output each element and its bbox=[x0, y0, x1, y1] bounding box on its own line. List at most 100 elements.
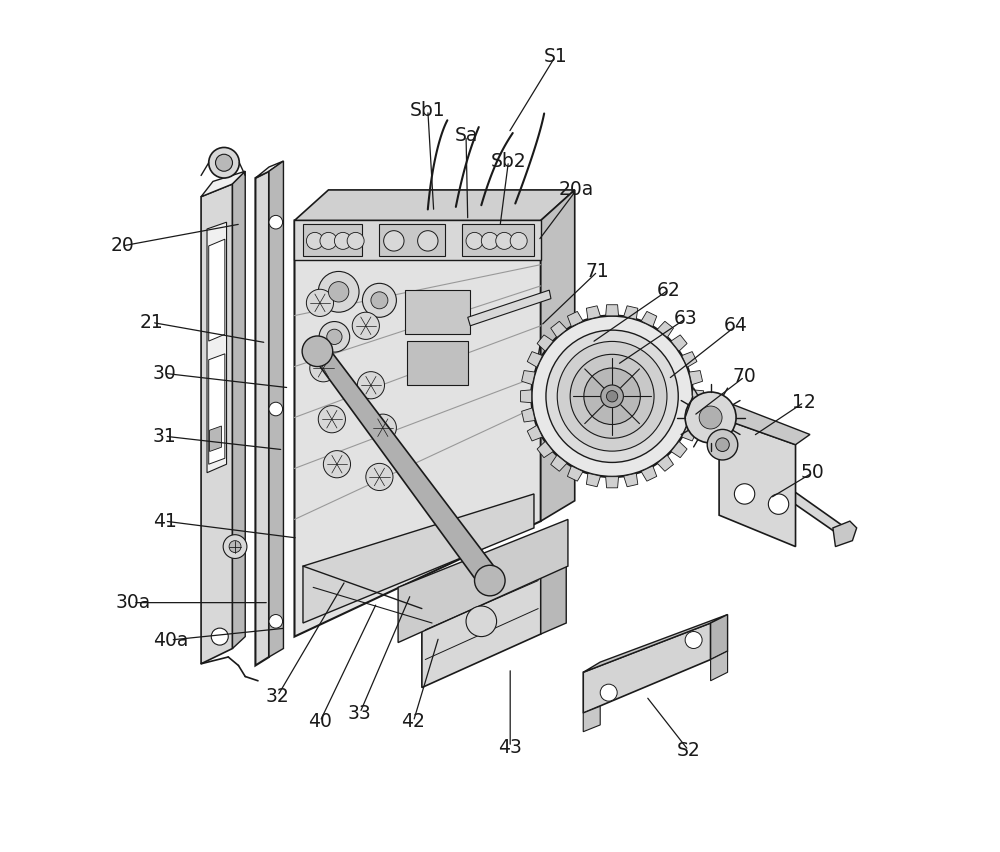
Polygon shape bbox=[606, 477, 619, 488]
Polygon shape bbox=[531, 371, 541, 396]
Polygon shape bbox=[303, 224, 362, 256]
Polygon shape bbox=[201, 171, 245, 197]
Circle shape bbox=[481, 233, 498, 250]
Text: 21: 21 bbox=[140, 313, 164, 332]
Circle shape bbox=[546, 330, 678, 463]
Polygon shape bbox=[693, 390, 704, 403]
Polygon shape bbox=[567, 466, 583, 481]
Polygon shape bbox=[689, 408, 703, 422]
Circle shape bbox=[510, 233, 527, 250]
Circle shape bbox=[302, 336, 333, 366]
Text: 32: 32 bbox=[266, 687, 289, 705]
Polygon shape bbox=[405, 291, 470, 334]
Circle shape bbox=[418, 231, 438, 251]
Circle shape bbox=[323, 451, 351, 478]
Polygon shape bbox=[255, 171, 269, 665]
Circle shape bbox=[211, 628, 228, 645]
Circle shape bbox=[685, 392, 736, 443]
Polygon shape bbox=[641, 312, 657, 326]
Circle shape bbox=[269, 614, 283, 628]
Polygon shape bbox=[462, 224, 534, 256]
Polygon shape bbox=[422, 561, 541, 688]
Polygon shape bbox=[201, 184, 232, 664]
Text: 70: 70 bbox=[733, 367, 756, 386]
Polygon shape bbox=[583, 614, 728, 672]
Text: 71: 71 bbox=[586, 262, 610, 281]
Polygon shape bbox=[719, 417, 796, 547]
Circle shape bbox=[328, 282, 349, 302]
Polygon shape bbox=[711, 651, 728, 681]
Polygon shape bbox=[537, 441, 553, 458]
Text: 64: 64 bbox=[724, 316, 748, 336]
Polygon shape bbox=[689, 371, 703, 384]
Polygon shape bbox=[209, 239, 225, 341]
Circle shape bbox=[366, 463, 393, 491]
Polygon shape bbox=[606, 305, 619, 316]
Circle shape bbox=[601, 385, 623, 407]
Circle shape bbox=[319, 321, 350, 352]
Text: 40a: 40a bbox=[153, 630, 188, 649]
Text: Sa: Sa bbox=[454, 126, 478, 145]
Circle shape bbox=[229, 541, 241, 553]
Polygon shape bbox=[527, 425, 542, 441]
Polygon shape bbox=[541, 190, 575, 521]
Text: 41: 41 bbox=[153, 511, 176, 531]
Polygon shape bbox=[294, 221, 541, 636]
Text: 62: 62 bbox=[656, 280, 680, 300]
Circle shape bbox=[318, 406, 345, 433]
Circle shape bbox=[269, 402, 283, 416]
Polygon shape bbox=[641, 466, 657, 481]
Circle shape bbox=[223, 535, 247, 558]
Circle shape bbox=[685, 631, 702, 648]
Polygon shape bbox=[711, 614, 728, 659]
Polygon shape bbox=[567, 312, 583, 326]
Polygon shape bbox=[306, 348, 498, 587]
Text: Sb1: Sb1 bbox=[410, 101, 446, 119]
Polygon shape bbox=[583, 706, 600, 732]
Circle shape bbox=[466, 233, 483, 250]
Polygon shape bbox=[468, 291, 551, 325]
Polygon shape bbox=[717, 440, 848, 538]
Polygon shape bbox=[422, 550, 566, 608]
Text: 42: 42 bbox=[401, 712, 425, 731]
Polygon shape bbox=[551, 321, 567, 337]
Circle shape bbox=[768, 494, 789, 515]
Circle shape bbox=[369, 414, 396, 441]
Polygon shape bbox=[833, 521, 857, 547]
Text: 30: 30 bbox=[153, 364, 176, 383]
Circle shape bbox=[269, 216, 283, 229]
Polygon shape bbox=[255, 161, 283, 178]
Polygon shape bbox=[522, 371, 535, 384]
Text: S2: S2 bbox=[677, 741, 700, 760]
Text: 31: 31 bbox=[153, 427, 176, 446]
Polygon shape bbox=[624, 473, 638, 486]
Circle shape bbox=[466, 606, 497, 636]
Circle shape bbox=[606, 390, 618, 402]
Polygon shape bbox=[624, 306, 638, 320]
Circle shape bbox=[310, 354, 337, 382]
Text: 40: 40 bbox=[308, 712, 332, 731]
Polygon shape bbox=[671, 335, 687, 351]
Text: 50: 50 bbox=[801, 463, 824, 482]
Polygon shape bbox=[407, 341, 468, 385]
Text: Sb2: Sb2 bbox=[491, 152, 526, 170]
Circle shape bbox=[384, 231, 404, 251]
Circle shape bbox=[306, 233, 323, 250]
Polygon shape bbox=[294, 190, 575, 221]
Polygon shape bbox=[682, 425, 697, 441]
Polygon shape bbox=[657, 321, 673, 337]
Circle shape bbox=[475, 565, 505, 596]
Polygon shape bbox=[682, 352, 697, 367]
Polygon shape bbox=[269, 161, 283, 657]
Circle shape bbox=[334, 233, 351, 250]
Text: S1: S1 bbox=[543, 47, 567, 66]
Circle shape bbox=[734, 484, 755, 504]
Polygon shape bbox=[207, 222, 227, 473]
Circle shape bbox=[570, 354, 654, 438]
Circle shape bbox=[320, 233, 337, 250]
Polygon shape bbox=[583, 623, 711, 713]
Polygon shape bbox=[303, 494, 534, 623]
Text: 63: 63 bbox=[673, 309, 697, 329]
Circle shape bbox=[357, 371, 385, 399]
Circle shape bbox=[318, 272, 359, 312]
